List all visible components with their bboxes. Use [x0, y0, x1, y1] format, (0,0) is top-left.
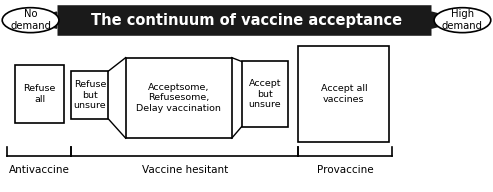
- Bar: [298, 46, 389, 142]
- Text: No
demand: No demand: [10, 9, 51, 31]
- Bar: [15, 65, 64, 123]
- Text: Refuse
all: Refuse all: [23, 84, 56, 104]
- Ellipse shape: [2, 8, 59, 33]
- Bar: [71, 71, 108, 119]
- Text: Antivaccine: Antivaccine: [9, 165, 70, 175]
- Text: The continuum of vaccine acceptance: The continuum of vaccine acceptance: [91, 13, 402, 28]
- Polygon shape: [431, 12, 463, 28]
- Polygon shape: [25, 12, 57, 28]
- Text: Acceptsome,
Refusesome,
Delay vaccination: Acceptsome, Refusesome, Delay vaccinatio…: [136, 83, 221, 113]
- Bar: [126, 58, 232, 138]
- Text: Accept all
vaccines: Accept all vaccines: [320, 84, 367, 104]
- Text: Accept
but
unsure: Accept but unsure: [248, 79, 282, 109]
- Text: Provaccine: Provaccine: [317, 165, 373, 175]
- Text: Refuse
but
unsure: Refuse but unsure: [73, 80, 106, 110]
- Bar: [242, 61, 288, 127]
- Ellipse shape: [434, 8, 491, 33]
- Text: Vaccine hesitant: Vaccine hesitant: [142, 165, 228, 175]
- Text: High
demand: High demand: [442, 9, 483, 31]
